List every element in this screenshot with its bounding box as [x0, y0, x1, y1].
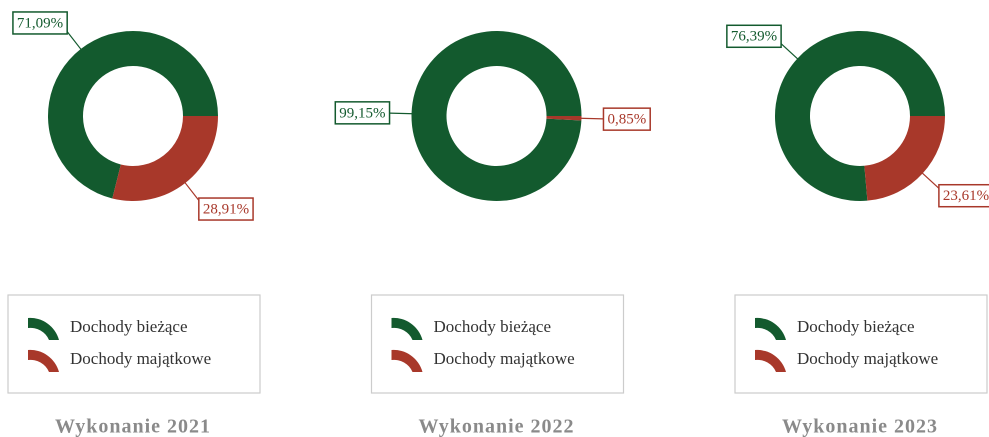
label-box	[602, 107, 651, 131]
legend-label: Dochody majątkowe	[797, 349, 938, 368]
legend-swatch	[391, 317, 423, 340]
data-label: 0,85%	[602, 107, 651, 131]
legend-label: Dochody bieżące	[797, 317, 915, 336]
label-text: 76,39%	[731, 29, 777, 45]
chart: 76,39% 23,61% Dochody bieżące Dochody mająt…	[726, 24, 989, 437]
data-label: 23,61%	[938, 183, 989, 208]
data-label: 71,09%	[12, 11, 68, 35]
label-box	[938, 183, 989, 208]
legend-label: Dochody bieżące	[70, 317, 188, 336]
leader-line	[66, 31, 83, 51]
legend-box	[7, 294, 261, 394]
slice	[864, 116, 945, 201]
leader-line	[780, 43, 800, 61]
legend-swatch	[755, 349, 786, 372]
legend-label: Dochody bieżące	[434, 317, 552, 336]
slice	[775, 31, 945, 202]
legend-swatch	[28, 317, 59, 340]
legend-box	[734, 294, 988, 394]
label-text: 28,91%	[203, 201, 249, 217]
slice	[112, 116, 218, 201]
label-text: 0,85%	[607, 112, 646, 128]
data-label: 28,91%	[198, 197, 254, 221]
label-box	[726, 24, 782, 49]
label-text: 71,09%	[17, 15, 63, 31]
legend-label: Dochody majątkowe	[434, 349, 575, 368]
chart-title: Wykonanie 2021	[55, 416, 211, 437]
label-box	[12, 11, 68, 35]
leader-line	[920, 171, 940, 189]
chart-title: Wykonanie 2023	[782, 416, 938, 437]
label-text: 99,15%	[339, 105, 385, 121]
chart-title: Wykonanie 2022	[418, 416, 574, 437]
data-label: 99,15%	[334, 101, 391, 125]
chart: 99,15% 0,85% Dochody bieżące Dochody majątk…	[334, 31, 651, 437]
legend-box	[370, 294, 625, 394]
legend-swatch	[28, 349, 59, 372]
legend-label: Dochody majątkowe	[70, 349, 211, 368]
leader-line	[579, 117, 604, 120]
slice	[546, 116, 582, 121]
label-text: 23,61%	[943, 188, 989, 204]
leader-line	[183, 181, 200, 201]
chart: 71,09% 28,91% Dochody bieżące Dochody mająt…	[7, 11, 261, 437]
slice	[411, 31, 582, 202]
leader-line	[389, 112, 414, 115]
slice	[47, 30, 218, 199]
label-box	[198, 197, 254, 221]
data-label: 76,39%	[726, 24, 782, 49]
legend-swatch	[391, 349, 423, 372]
label-box	[334, 101, 391, 125]
legend-swatch	[755, 317, 786, 340]
